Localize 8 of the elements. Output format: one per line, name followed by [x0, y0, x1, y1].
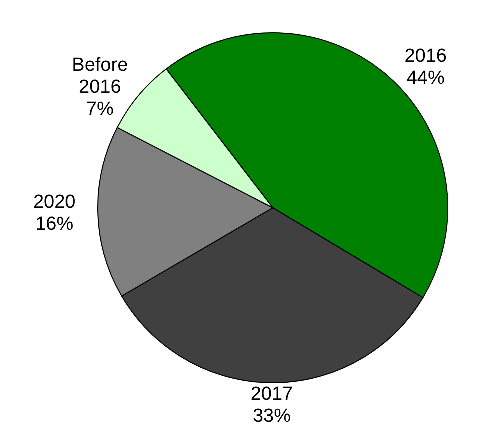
data-label: 33% [252, 406, 292, 427]
slice-label: 2017 [250, 384, 294, 405]
data-label: 7% [86, 98, 114, 120]
slice-label: Before 2016 [72, 54, 128, 98]
data-label: 44% [406, 68, 446, 89]
slice-label: 2020 [33, 192, 76, 213]
data-label: 16% [36, 214, 74, 235]
slice-label: 2016 [404, 46, 448, 67]
